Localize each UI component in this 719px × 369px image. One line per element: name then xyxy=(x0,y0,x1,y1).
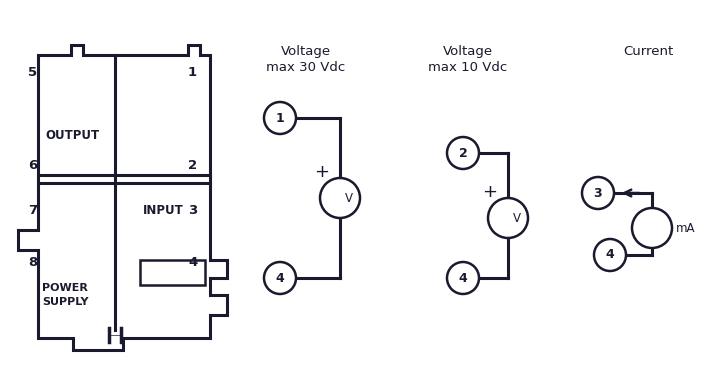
Circle shape xyxy=(447,262,479,294)
Text: OUTPUT: OUTPUT xyxy=(45,128,99,141)
Text: 1: 1 xyxy=(188,66,197,79)
Text: 7: 7 xyxy=(28,203,37,217)
Bar xyxy=(140,260,205,285)
Circle shape xyxy=(320,178,360,218)
Text: V: V xyxy=(345,192,353,204)
Circle shape xyxy=(488,198,528,238)
Circle shape xyxy=(264,102,296,134)
Text: 4: 4 xyxy=(605,248,614,262)
Text: 4: 4 xyxy=(459,272,467,284)
Text: mA: mA xyxy=(676,221,695,235)
Text: Voltage
max 30 Vdc: Voltage max 30 Vdc xyxy=(266,45,346,74)
Text: 4: 4 xyxy=(188,256,197,269)
Text: Voltage
max 10 Vdc: Voltage max 10 Vdc xyxy=(429,45,508,74)
Text: 1: 1 xyxy=(275,111,285,124)
Text: 8: 8 xyxy=(28,256,37,269)
Circle shape xyxy=(447,137,479,169)
Text: 2: 2 xyxy=(459,146,467,159)
Text: +: + xyxy=(314,163,329,181)
Text: 4: 4 xyxy=(275,272,285,284)
Text: INPUT: INPUT xyxy=(142,203,183,217)
Circle shape xyxy=(264,262,296,294)
Circle shape xyxy=(594,239,626,271)
Text: 3: 3 xyxy=(594,186,603,200)
Text: V: V xyxy=(513,211,521,224)
Text: POWER
SUPPLY: POWER SUPPLY xyxy=(42,283,88,307)
Text: Current: Current xyxy=(623,45,673,58)
Text: 2: 2 xyxy=(188,159,197,172)
Circle shape xyxy=(582,177,614,209)
Text: 3: 3 xyxy=(188,203,197,217)
Text: 6: 6 xyxy=(28,159,37,172)
Circle shape xyxy=(632,208,672,248)
Text: +: + xyxy=(482,183,498,201)
Text: 5: 5 xyxy=(28,66,37,79)
